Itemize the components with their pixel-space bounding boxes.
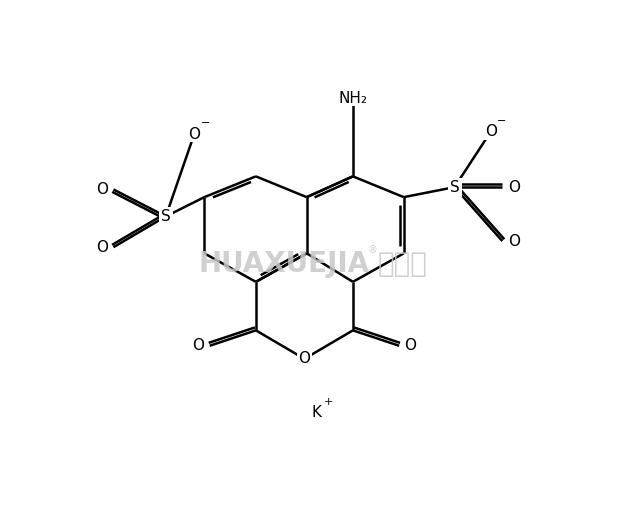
Text: −: − [497,115,506,125]
Text: S: S [161,209,171,224]
Text: O: O [96,240,108,255]
Text: O: O [188,126,200,141]
Text: NH₂: NH₂ [339,90,368,106]
Text: O: O [507,233,520,249]
Text: +: + [324,397,333,407]
Text: O: O [298,352,310,367]
Text: O: O [507,179,520,194]
Text: O: O [405,338,417,353]
Text: 化学加: 化学加 [378,250,428,278]
Text: S: S [450,179,459,194]
Text: O: O [96,182,108,197]
Text: HUAXUEJIA: HUAXUEJIA [198,250,370,278]
Text: O: O [192,338,205,353]
Text: K: K [311,405,322,420]
Text: −: − [200,118,210,128]
Text: ®: ® [368,245,378,255]
Text: O: O [485,124,497,139]
